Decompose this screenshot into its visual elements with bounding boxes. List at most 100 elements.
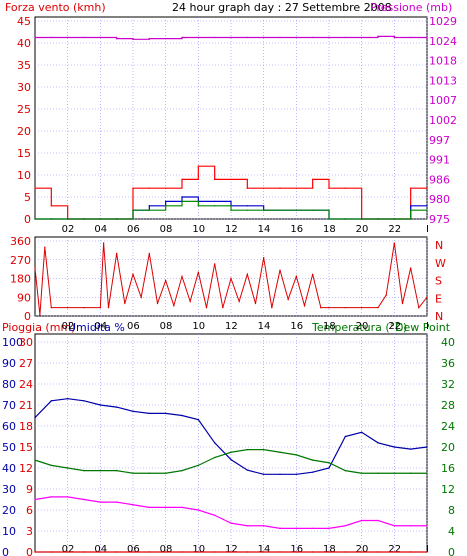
y-tick-label-humidity: 60 [2, 420, 16, 433]
x-tick-label: 08 [160, 224, 173, 235]
y-tick-label-right: 1002 [429, 114, 457, 127]
data-point [262, 187, 265, 189]
data-point [295, 209, 298, 211]
y-tick-label-rain: 15 [19, 441, 33, 454]
y-tick-label-rain: 21 [19, 399, 33, 412]
data-point [295, 551, 298, 553]
y-tick-label-right: 1029 [429, 15, 457, 28]
x-tick-label: I [426, 544, 429, 555]
x-tick-label: 22 [388, 321, 401, 332]
data-point [99, 404, 102, 406]
data-point [164, 205, 167, 207]
data-point [164, 37, 167, 40]
data-point [83, 469, 85, 472]
y-tick-label-right: E [435, 292, 442, 305]
data-point [181, 414, 183, 417]
data-point [262, 551, 265, 553]
data-point [377, 35, 379, 38]
x-tick-label: 08 [160, 544, 173, 555]
data-point [344, 36, 347, 39]
data-point [401, 302, 404, 305]
data-point [344, 469, 347, 472]
x-tick-label: 16 [290, 321, 303, 332]
data-point [39, 314, 41, 316]
data-point [115, 501, 118, 503]
data-point [328, 36, 330, 39]
data-point [279, 451, 281, 453]
data-point [66, 306, 69, 309]
data-point [148, 252, 151, 255]
data-point [148, 209, 151, 211]
data-point [213, 36, 216, 39]
y-tick-label-left: 90 [17, 291, 31, 304]
data-point [164, 279, 167, 282]
data-point [279, 36, 281, 39]
data-point [99, 469, 102, 472]
data-point [140, 296, 142, 298]
data-point [50, 205, 53, 207]
data-point [262, 473, 265, 475]
x-tick-label: 10 [192, 321, 205, 332]
data-point [230, 36, 232, 39]
data-point [213, 263, 216, 265]
x-tick-label: 02 [62, 321, 75, 332]
data-point [409, 448, 412, 450]
data-point [320, 306, 322, 309]
data-point [132, 410, 134, 412]
data-point [181, 200, 183, 203]
data-point [262, 36, 265, 39]
data-point [328, 551, 330, 553]
data-point [344, 525, 347, 527]
y-tick-label-humidity: 70 [2, 399, 16, 412]
data-point [148, 506, 151, 509]
y-tick-label-humidity: 10 [2, 525, 16, 538]
y-tick-label-rain: 24 [19, 378, 33, 391]
data-point [148, 551, 151, 553]
data-point [393, 36, 396, 39]
data-point [124, 302, 126, 305]
data-point [377, 551, 379, 553]
y-tick-label-left: 30 [17, 81, 31, 94]
data-point [409, 209, 412, 211]
data-point [377, 519, 379, 522]
data-point [197, 419, 200, 421]
data-point [83, 498, 85, 501]
data-point [393, 472, 396, 474]
data-point [426, 446, 428, 448]
x-tick-label: 18 [323, 544, 336, 555]
data-point [197, 205, 200, 207]
data-point [328, 467, 330, 469]
data-point [197, 165, 200, 167]
data-point [115, 551, 118, 553]
data-point [34, 498, 36, 501]
data-point [393, 525, 396, 527]
data-point [238, 300, 240, 303]
x-tick-label: 20 [356, 544, 369, 555]
y-tick-label-right: S [435, 275, 442, 288]
data-point [393, 242, 396, 244]
data-point [246, 187, 249, 189]
x-tick-label: 10 [192, 224, 205, 235]
data-point [213, 200, 216, 203]
y-tick-label-left: 10 [17, 169, 31, 182]
y-tick-label-right: 1018 [429, 55, 457, 68]
data-point [115, 37, 118, 40]
data-point [295, 36, 298, 39]
y-tick-label-right: 1024 [429, 35, 457, 48]
data-point [164, 472, 167, 474]
data-point [66, 218, 69, 220]
data-point [246, 469, 249, 471]
data-point [262, 209, 265, 211]
data-point [189, 300, 191, 303]
data-point [132, 472, 134, 474]
y-tick-label-humidity: 100 [2, 336, 23, 349]
x-tick-label: 04 [94, 544, 107, 555]
data-point [377, 306, 379, 309]
data-point [279, 473, 281, 475]
rain-axis-title: Pioggia (mm) [2, 321, 75, 334]
x-tick-label: 18 [323, 224, 336, 235]
data-point [230, 451, 232, 453]
y-tick-label-left: 20 [17, 125, 31, 138]
data-point [181, 551, 183, 553]
